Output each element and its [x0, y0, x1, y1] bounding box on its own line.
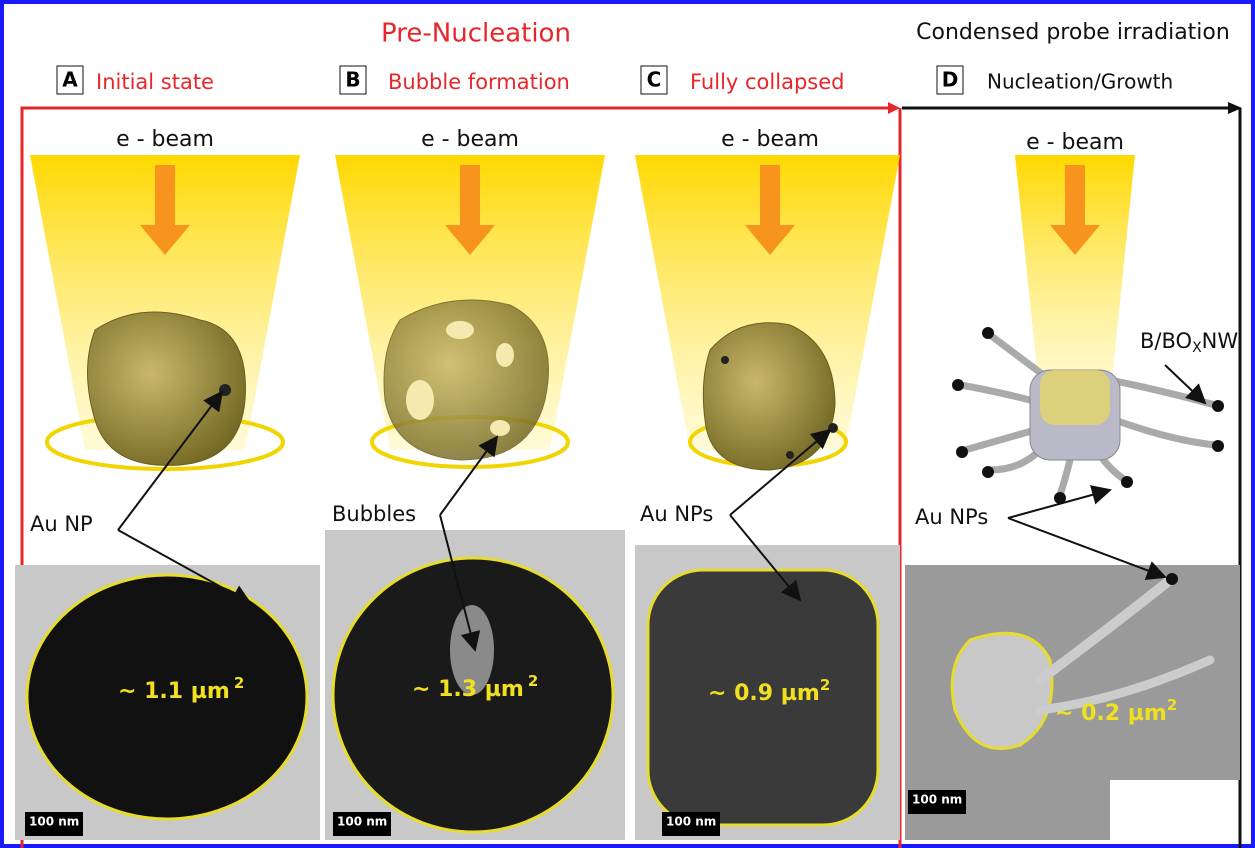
scale-label: 100 nm — [337, 815, 387, 829]
particle — [703, 323, 835, 470]
scale-label: 100 nm — [666, 815, 716, 829]
phase-title: Condensed probe irradiation — [916, 20, 1230, 45]
bubble — [446, 321, 474, 339]
area-value: ~ 0.2 µm — [1055, 701, 1167, 726]
label-part: B/BO — [1140, 329, 1192, 353]
area-exp: 2 — [820, 676, 830, 694]
tem-particle — [952, 633, 1052, 748]
area-exp: 2 — [1167, 696, 1177, 714]
area-label: ~ 0.2 µm2 — [1055, 696, 1177, 727]
scale-label: 100 nm — [29, 815, 79, 829]
panel-title: Fully collapsed — [690, 70, 844, 94]
panel-letter: D — [942, 68, 959, 92]
beam-label: e - beam — [116, 127, 214, 152]
panel-title: Initial state — [96, 70, 214, 94]
nanowire-label: B/BOXNW — [1140, 329, 1238, 356]
panel-letter: B — [345, 68, 360, 92]
label-sub: X — [1192, 340, 1202, 356]
beam-label: e - beam — [421, 127, 519, 152]
scale-label: 100 nm — [912, 793, 962, 807]
phase-title: Pre-Nucleation — [381, 19, 571, 49]
callout-label: Au NP — [30, 512, 93, 536]
beam-label: e - beam — [721, 127, 819, 152]
callout-label: Bubbles — [332, 502, 416, 526]
panel-title: Nucleation/Growth — [987, 70, 1173, 94]
area-exp: 2 — [234, 674, 244, 692]
callout-label: Au NPs — [915, 505, 988, 529]
figure: Pre-Nucleation Condensed probe irradiati… — [0, 0, 1255, 848]
area-value: ~ 1.1 µm — [118, 679, 230, 704]
bubble — [490, 420, 510, 436]
panel-letter: A — [62, 68, 78, 92]
au-dot — [786, 451, 794, 459]
au-dot — [1166, 573, 1178, 585]
panel-title: Bubble formation — [388, 70, 570, 94]
callout-label: Au NPs — [640, 502, 713, 526]
bubble — [496, 343, 514, 367]
label-part: NW — [1202, 329, 1239, 353]
area-value: ~ 0.9 µm — [708, 681, 820, 706]
area-exp: 2 — [528, 672, 538, 690]
beam-overlap — [1040, 370, 1110, 425]
bubble — [406, 380, 434, 420]
au-dot — [721, 356, 729, 364]
area-label: ~ 0.9 µm2 — [708, 676, 830, 707]
area-value: ~ 1.3 µm — [412, 677, 524, 702]
panel-letter: C — [647, 68, 662, 92]
beam-label: e - beam — [1026, 130, 1124, 155]
